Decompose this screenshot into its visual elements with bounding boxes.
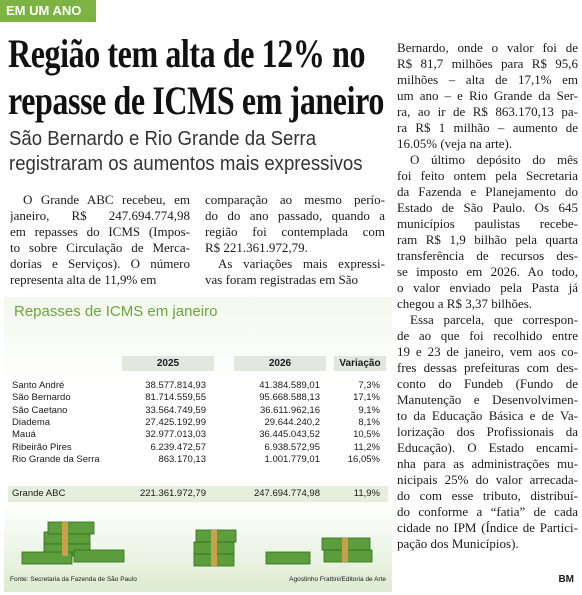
text-line: do conforme a “fatia” de cada: [397, 504, 578, 519]
table-cell: 9,1%: [358, 404, 380, 416]
table-cell: 863.170,13: [158, 453, 206, 465]
text-line: um ano – e Rio Grande da Ser-: [397, 88, 578, 103]
table-cell: 8,1%: [358, 416, 380, 428]
table-cell: 29.644.240,2: [264, 416, 320, 428]
source: Fonte: Secretaria da Fazenda de São Paul…: [10, 576, 137, 583]
text-line: transferência de recursos des-: [397, 248, 578, 263]
table-cell: 6.938.572,95: [264, 441, 320, 453]
column-header: Variação: [334, 356, 386, 371]
table-cell: Santo André: [12, 380, 65, 391]
text-line: to da Educação Básica e de Va-: [397, 408, 578, 423]
table-cell: Diadema: [12, 416, 51, 428]
text-line: ram R$ 1,9 bilhão pela quarta: [397, 232, 578, 247]
text-line: 16.05% (veja na arte).: [397, 136, 513, 151]
subheadline: registraram os aumentos mais expressivos: [9, 153, 363, 175]
text-line: de ao que foi recolhido entre: [397, 328, 578, 343]
text-line: R$ 221.361.972,79.: [205, 240, 308, 255]
headline: repasse de ICMS em janeiro: [8, 78, 384, 123]
text-line: região foi contemplada com: [205, 224, 385, 239]
table-cell: 81.714.559,55: [145, 392, 206, 404]
infographic: Repasses de ICMS em janeiro 2025 2026 Vari…: [4, 297, 392, 592]
subheadline: São Bernardo e Rio Grande da Serra: [9, 128, 317, 150]
column: O Grande ABC recebeu, em janeiro, R$ 247.…: [10, 192, 190, 288]
total-cell: 247.694.774,98: [253, 488, 320, 499]
table-cell: 1.001.779,01: [264, 453, 320, 465]
kicker: EM UM ANO: [0, 0, 96, 22]
table-cell: 6.239.472,57: [150, 441, 206, 453]
total-cell: 11,9%: [353, 488, 380, 499]
total-cell: Grande ABC: [12, 488, 66, 499]
table-cell: 11,2%: [353, 441, 380, 453]
text-line: nicipais 25% do valor arrecada-: [397, 472, 578, 487]
text-line: foi feito ontem pela Secretaria: [397, 168, 578, 183]
table-cell: 36.445.043,52: [259, 429, 320, 441]
table-cell: 16,05%: [347, 453, 380, 465]
total-cell: 221.361.972,79: [139, 488, 206, 499]
text-line: da Fazenda e Planejamento do: [397, 184, 578, 199]
total-band: [8, 486, 388, 502]
credit: Agostinho Frattini/Editoria de Arte: [289, 576, 386, 583]
text-line: em repasses do ICMS (Impos-: [10, 224, 190, 239]
table-cell: 32.977.013,03: [145, 429, 206, 441]
text-line: Estado de São Paulo. Os 645: [397, 200, 578, 215]
headline: Região tem alta de 12% no: [8, 31, 366, 76]
table-cell: 27.425.192,99: [145, 416, 206, 428]
text-line: 19 e 23 de janeiro, vem aos co-: [397, 344, 578, 359]
text-line: lorização dos Profissionais da: [397, 424, 578, 439]
text-line: conto do Fundeb (Fundo de: [397, 376, 578, 391]
infographic-title: Repasses de ICMS em janeiro: [14, 303, 218, 320]
text-line: ra, ao ir de R$ 863.170,13 pa-: [397, 104, 578, 119]
text-line: se imposto em 2026. Ao todo,: [397, 264, 578, 279]
table-cell: Mauá: [12, 429, 36, 441]
table-cell: 41.384.589,01: [259, 380, 320, 391]
text-line: dorias e Serviços). O número: [10, 256, 190, 271]
text-line: chegou a R$ 3,37 bilhões.: [397, 296, 533, 311]
text-line: municípios paulistas recebe-: [397, 216, 578, 231]
signature: BM: [558, 574, 574, 585]
column: Bernardo, onde o valor foi de R$ 81,7 mil…: [397, 40, 578, 552]
text-line: O Grande ABC recebeu, em: [23, 192, 190, 207]
text-line: ra R$ 1 milhão – aumento de: [397, 120, 578, 135]
text-line: o valor enviado pela Pasta já: [397, 280, 578, 295]
text-line: milhões – alta de 17,1% em: [397, 72, 578, 87]
table-cell: 38.577.814,93: [145, 380, 206, 391]
text-line: Educação). O Estado encami-: [397, 440, 578, 455]
text-line: As variações mais expressi-: [218, 256, 385, 271]
text-line: janeiro, R$ 247.694.774,98: [10, 208, 190, 223]
text-line: vas foram registradas em São: [205, 272, 359, 287]
text-line: nha para as administrações mu-: [397, 456, 578, 471]
text-line: O último depósito do mês: [410, 152, 578, 167]
column-header: 2025: [122, 356, 214, 371]
table-cell: 33.564.749,59: [145, 404, 206, 416]
table-cell: Ribeirão Pires: [12, 441, 72, 453]
table-cell: 95.668.588,13: [259, 392, 320, 404]
text-line: comparação ao mesmo perío-: [205, 192, 385, 207]
money-illustration: [21, 521, 373, 567]
table-cell: São Caetano: [12, 404, 68, 416]
table-cell: 36.611.962,16: [259, 404, 320, 416]
table: 2025 2026 Variação Santo André 38.577.814,93…: [4, 297, 392, 502]
table-cell: Rio Grande da Serra: [12, 453, 100, 465]
text-line: pação dos Municípios).: [397, 536, 519, 551]
column-header: 2026: [234, 356, 326, 371]
text-line: fres dessas prefeituras com des-: [397, 360, 578, 375]
table-cell: 17,1%: [353, 392, 380, 404]
text-line: representa alta de 11,9% em: [10, 272, 157, 287]
column: comparação ao mesmo perío-do do ano pass…: [205, 192, 385, 288]
text-line: Manutenção e Desenvolvimen-: [397, 392, 578, 407]
text-line: do do ano passado, quando a: [205, 208, 385, 223]
table-cell: 7,3%: [358, 380, 380, 391]
text-line: R$ 81,7 milhões para R$ 95,6: [397, 56, 578, 71]
text-line: do com esse tributo, distribuí-: [397, 488, 578, 503]
text-line: to sobre Circulação de Merca-: [10, 240, 190, 255]
text-line: Bernardo, onde o valor foi de: [397, 40, 578, 55]
text-line: Essa parcela, que correspon-: [410, 312, 578, 327]
text-line: cidade no IPM (Índice de Partici-: [397, 520, 578, 535]
table-cell: São Bernardo: [12, 392, 71, 404]
table-cell: 10,5%: [353, 429, 380, 441]
